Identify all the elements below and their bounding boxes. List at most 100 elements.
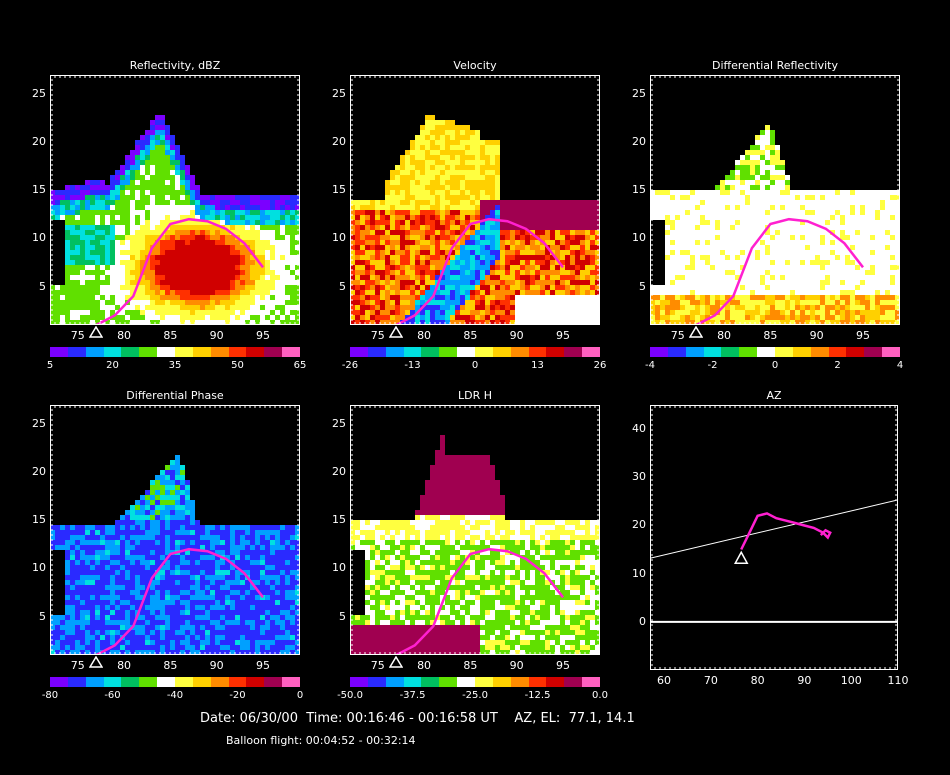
colorbar-swatch	[475, 347, 493, 357]
y-tick-label: 10	[632, 231, 646, 245]
colorbar-swatch	[775, 347, 793, 357]
colorbar-swatch	[739, 347, 758, 357]
x-tick-label: 90	[209, 329, 224, 342]
colorbar	[650, 347, 901, 357]
colorbar-swatch	[564, 677, 583, 687]
colorbar	[50, 347, 301, 357]
x-tick-label: 80	[750, 674, 765, 687]
y-tick-label: 5	[639, 279, 646, 293]
colorbar-tick-label: -4	[645, 360, 655, 371]
radar-field	[350, 115, 600, 325]
colorbar	[50, 677, 301, 687]
colorbar-swatch	[139, 677, 158, 687]
radar-location-marker	[389, 326, 404, 338]
plot-area	[350, 75, 600, 325]
colorbar	[350, 677, 601, 687]
radar-field	[50, 115, 300, 325]
colorbar-swatch	[403, 677, 422, 687]
colorbar-swatch	[403, 347, 422, 357]
colorbar-swatch	[282, 677, 301, 687]
colorbar-tick-label: 20	[106, 360, 119, 371]
colorbar-swatch	[192, 677, 211, 687]
y-tick-label: 10	[32, 561, 46, 575]
colorbar-swatch	[421, 677, 440, 687]
radar-field	[650, 125, 900, 325]
colorbar-swatch	[67, 347, 86, 357]
y-tick-label: 15	[332, 513, 346, 527]
colorbar-swatch	[210, 677, 229, 687]
colorbar-swatch	[439, 677, 458, 687]
radar-location-marker	[733, 550, 749, 564]
colorbar-swatch	[757, 347, 776, 357]
y-tick-label: 25	[32, 417, 46, 431]
panel-title: AZ	[766, 389, 782, 402]
colorbar-tick-label: 0	[771, 360, 779, 371]
plot-area	[650, 405, 898, 670]
balloon-track	[695, 217, 864, 325]
plot-area	[50, 405, 300, 655]
colorbar-tick-label: -80	[41, 690, 59, 701]
colorbar-tick-label: -12.5	[524, 690, 551, 701]
radar-field	[50, 455, 300, 655]
x-tick-label: 110	[887, 674, 909, 687]
x-tick-label: 90	[809, 329, 824, 342]
colorbar-tick-label: -13	[404, 360, 421, 371]
y-tick-label: 15	[332, 183, 346, 197]
panel-title: Differential Phase	[126, 389, 224, 402]
colorbar-swatch	[457, 677, 476, 687]
plot-area	[50, 75, 300, 325]
x-tick-label: 75	[70, 329, 85, 342]
colorbar-swatch	[228, 677, 247, 687]
colorbar-tick-label: -50.0	[337, 690, 363, 701]
y-tick-label: 10	[32, 231, 46, 245]
balloon-track	[95, 217, 264, 325]
colorbar-swatch	[475, 677, 493, 687]
colorbar-swatch	[367, 347, 386, 357]
x-tick-label: 85	[763, 329, 778, 342]
colorbar-tick-label: -40	[166, 690, 184, 701]
colorbar-tick-label: 0.0	[592, 690, 608, 701]
colorbar-tick-label: 13	[531, 360, 544, 371]
colorbar-tick-label: -37.5	[399, 690, 426, 701]
colorbar-swatch	[121, 347, 140, 357]
x-tick-label: 95	[255, 659, 270, 672]
colorbar-swatch	[264, 677, 283, 687]
colorbar-swatch	[139, 347, 158, 357]
colorbar-swatch	[846, 347, 865, 357]
colorbar-swatch	[721, 347, 740, 357]
colorbar-tick-label: 2	[834, 360, 841, 371]
colorbar-swatch	[282, 347, 301, 357]
y-tick-label: 25	[332, 417, 346, 431]
colorbar-swatch	[50, 347, 68, 357]
colorbar-swatch	[650, 347, 668, 357]
y-tick-label: 25	[632, 87, 646, 101]
x-tick-label: 85	[163, 659, 178, 672]
colorbar-tick-label: 5	[46, 360, 54, 371]
panel-title: Differential Reflectivity	[712, 59, 838, 72]
panel-title: LDR H	[457, 389, 493, 402]
x-tick-label: 90	[797, 674, 812, 687]
colorbar-swatch	[864, 347, 883, 357]
reference-line	[650, 499, 898, 559]
colorbar-swatch	[546, 347, 565, 357]
x-tick-label: 95	[555, 329, 570, 342]
balloon-track	[95, 547, 264, 655]
date-time-line: Date: 06/30/00 Time: 00:16:46 - 00:16:58…	[200, 711, 635, 726]
y-tick-label: 20	[632, 135, 646, 149]
radar-location-marker	[689, 326, 704, 338]
colorbar-swatch	[175, 347, 193, 357]
y-tick-label: 0	[639, 614, 646, 628]
radar-location-marker	[89, 326, 104, 338]
y-tick-label: 25	[332, 87, 346, 101]
colorbar-swatch	[582, 677, 601, 687]
balloon-track	[395, 547, 564, 655]
colorbar-tick-label: 65	[293, 360, 307, 371]
x-tick-label: 80	[117, 659, 132, 672]
panel-title: Reflectivity, dBZ	[129, 59, 221, 72]
balloon-track	[395, 217, 564, 325]
x-tick-label: 75	[370, 659, 385, 672]
colorbar-swatch	[828, 347, 847, 357]
colorbar-swatch	[882, 347, 901, 357]
colorbar-swatch	[157, 347, 176, 357]
colorbar-tick-label: -20	[229, 690, 246, 701]
